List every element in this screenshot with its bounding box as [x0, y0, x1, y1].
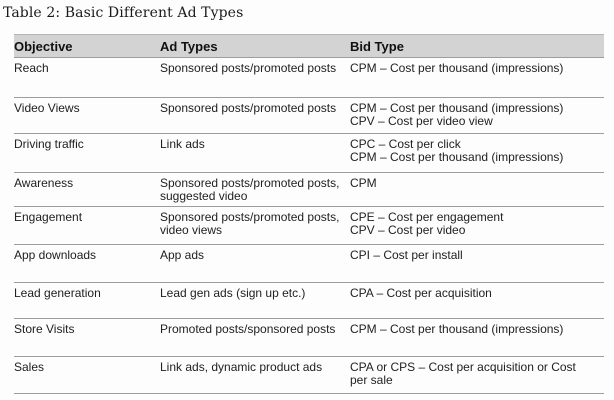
cell-bid-type: CPI – Cost per install	[350, 244, 604, 283]
cell-ad-types: Sponsored posts/promoted posts, video vi…	[160, 206, 350, 245]
cell-bid-type: CPA or CPS – Cost per acquisition or Cos…	[350, 356, 604, 394]
cell-objective: Engagement	[14, 206, 160, 245]
cell-objective: Driving traffic	[14, 133, 160, 173]
table-row-app-downloads: App downloads App ads CPI – Cost per ins…	[14, 244, 604, 283]
ad-types-table: Objective Ad Types Bid Type Reach Sponso…	[14, 34, 604, 394]
table-row-video-views: Video Views Sponsored posts/promoted pos…	[14, 97, 604, 134]
cell-objective: Video Views	[14, 97, 160, 134]
cell-bid-type: CPA – Cost per acquisition	[350, 282, 604, 319]
column-header-bid-type: Bid Type	[350, 34, 604, 58]
cell-ad-types: Sponsored posts/promoted posts	[160, 61, 337, 75]
table-row-reach: Reach Sponsored posts/promoted posts CPM…	[14, 58, 604, 98]
cell-objective: Lead generation	[14, 282, 160, 319]
cell-bid-type: CPM – Cost per thousand (impressions)	[350, 318, 604, 357]
cell-bid-type: CPE – Cost per engagement CPV – Cost per…	[350, 206, 604, 245]
cell-ad-types: Sponsored posts/promoted posts	[160, 97, 350, 134]
table-caption: Table 2: Basic Different Ad Types	[3, 5, 244, 21]
table-row-awareness: Awareness Sponsored posts/promoted posts…	[14, 172, 604, 207]
table-header-row: Objective Ad Types Bid Type	[14, 34, 604, 58]
cell-objective: Sales	[14, 356, 160, 394]
table-row-store-visits: Store Visits Promoted posts/sponsored po…	[14, 318, 604, 357]
cell-bid-type: CPC – Cost per click CPM – Cost per thou…	[350, 133, 604, 173]
table-row-driving-traffic: Driving traffic Link ads CPC – Cost per …	[14, 133, 604, 173]
cell-ad-types: Link ads, dynamic product ads	[160, 356, 350, 394]
cell-bid-type: CPM – Cost per thousand (impressions)	[350, 61, 564, 75]
cell-ad-types: Promoted posts/sponsored posts	[160, 318, 350, 357]
table-row-lead-generation: Lead generation Lead gen ads (sign up et…	[14, 282, 604, 319]
column-header-objective: Objective	[14, 34, 160, 58]
cell-ad-types: Link ads	[160, 133, 350, 173]
cell-objective: App downloads	[14, 244, 160, 283]
cell-ad-types: Sponsored posts/promoted posts, suggeste…	[160, 172, 350, 207]
cell-bid-type: CPM – Cost per thousand (impressions) CP…	[350, 97, 604, 134]
cell-ad-types: Lead gen ads (sign up etc.)	[160, 282, 350, 319]
column-header-ad-types: Ad Types	[160, 34, 350, 58]
cell-ad-types: App ads	[160, 244, 350, 283]
cell-objective: Store Visits	[14, 318, 160, 357]
table-row-engagement: Engagement Sponsored posts/promoted post…	[14, 206, 604, 245]
cell-bid-type: CPM	[350, 172, 604, 207]
table-row-sales: Sales Link ads, dynamic product ads CPA …	[14, 356, 604, 394]
cell-objective: Awareness	[14, 172, 160, 207]
cell-objective: Reach	[14, 61, 49, 75]
